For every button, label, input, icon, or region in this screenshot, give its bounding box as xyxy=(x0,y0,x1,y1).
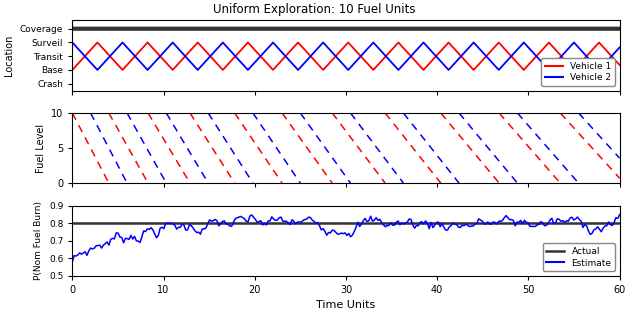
X-axis label: Time Units: Time Units xyxy=(316,300,376,310)
Legend: Actual, Estimate: Actual, Estimate xyxy=(543,243,615,271)
Text: Uniform Exploration: 10 Fuel Units: Uniform Exploration: 10 Fuel Units xyxy=(213,3,416,16)
Legend: Vehicle 1, Vehicle 2: Vehicle 1, Vehicle 2 xyxy=(542,58,615,86)
Y-axis label: P(Nom Fuel Burn): P(Nom Fuel Burn) xyxy=(35,201,43,280)
Y-axis label: Location: Location xyxy=(4,35,14,76)
Y-axis label: Fuel Level: Fuel Level xyxy=(35,123,45,173)
